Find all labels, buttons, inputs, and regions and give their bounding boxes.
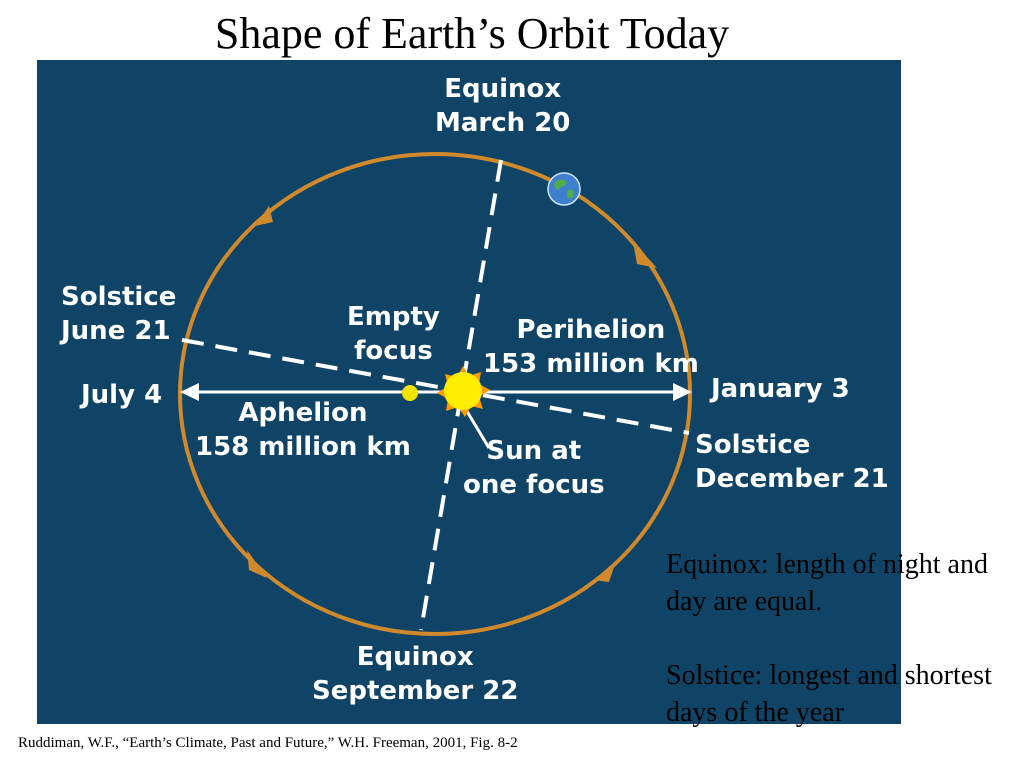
solstice-december-line1: Solstice bbox=[695, 430, 811, 460]
sun-pointer-line bbox=[463, 407, 491, 449]
orbit-svg bbox=[178, 152, 692, 636]
major-axis-arrow-left bbox=[180, 383, 199, 401]
solstice-june-line1: Solstice bbox=[61, 282, 177, 312]
orbit-arrow-upper-left bbox=[255, 206, 273, 226]
aphelion-line2: 158 million km bbox=[195, 432, 411, 462]
july-label: July 4 bbox=[81, 380, 163, 410]
solstice-line bbox=[181, 338, 690, 435]
solstice-december-label: Solstice December 21 bbox=[695, 428, 889, 496]
aphelion-label: Aphelion 158 million km bbox=[195, 396, 411, 464]
sun-focus-line2: one focus bbox=[463, 470, 605, 500]
equinox-september-label: Equinox September 22 bbox=[312, 640, 518, 708]
perihelion-line1: Perihelion bbox=[516, 315, 666, 345]
empty-focus-label: Empty focus bbox=[347, 300, 440, 368]
january-label: January 3 bbox=[711, 374, 850, 404]
orbit-diagram: Equinox March 20 Solstice June 21 Empty … bbox=[37, 60, 901, 724]
page-title: Shape of Earth’s Orbit Today bbox=[214, 9, 730, 58]
sun-focus-label: Sun at one focus bbox=[463, 434, 605, 502]
orbit-arrow-lower-left bbox=[247, 550, 267, 578]
sun-focus-line1: Sun at bbox=[486, 436, 582, 466]
equinox-definition: Equinox: length of night and day are equ… bbox=[666, 549, 988, 617]
citation: Ruddiman, W.F., “Earth’s Climate, Past a… bbox=[18, 735, 518, 751]
perihelion-label: Perihelion 153 million km bbox=[483, 313, 699, 381]
sun-icon bbox=[437, 366, 490, 417]
earth-icon bbox=[547, 172, 581, 206]
equinox-march-label: Equinox March 20 bbox=[435, 72, 570, 140]
orbit-arrow-upper-right bbox=[633, 242, 657, 268]
equinox-march-line1: Equinox bbox=[444, 74, 562, 104]
major-axis-arrow-right bbox=[673, 383, 692, 401]
definitions-box: Equinox: length of night and day are equ… bbox=[666, 546, 1016, 731]
orbit-ellipse bbox=[178, 152, 692, 636]
aphelion-line1: Aphelion bbox=[238, 398, 368, 428]
empty-focus-dot bbox=[402, 385, 418, 401]
solstice-june-label: Solstice June 21 bbox=[61, 280, 176, 348]
equinox-september-line1: Equinox bbox=[356, 642, 474, 672]
perihelion-line2: 153 million km bbox=[483, 349, 699, 379]
solstice-december-line2: December 21 bbox=[695, 464, 889, 494]
solstice-definition: Solstice: longest and shortest days of t… bbox=[666, 660, 992, 728]
orbit-arrow-lower-right bbox=[593, 564, 615, 582]
equinox-march-line2: March 20 bbox=[435, 108, 571, 138]
equinox-september-line2: September 22 bbox=[312, 676, 519, 706]
solstice-june-line2: June 21 bbox=[61, 316, 171, 346]
empty-focus-line1: Empty bbox=[347, 302, 440, 332]
empty-focus-line2: focus bbox=[354, 336, 433, 366]
